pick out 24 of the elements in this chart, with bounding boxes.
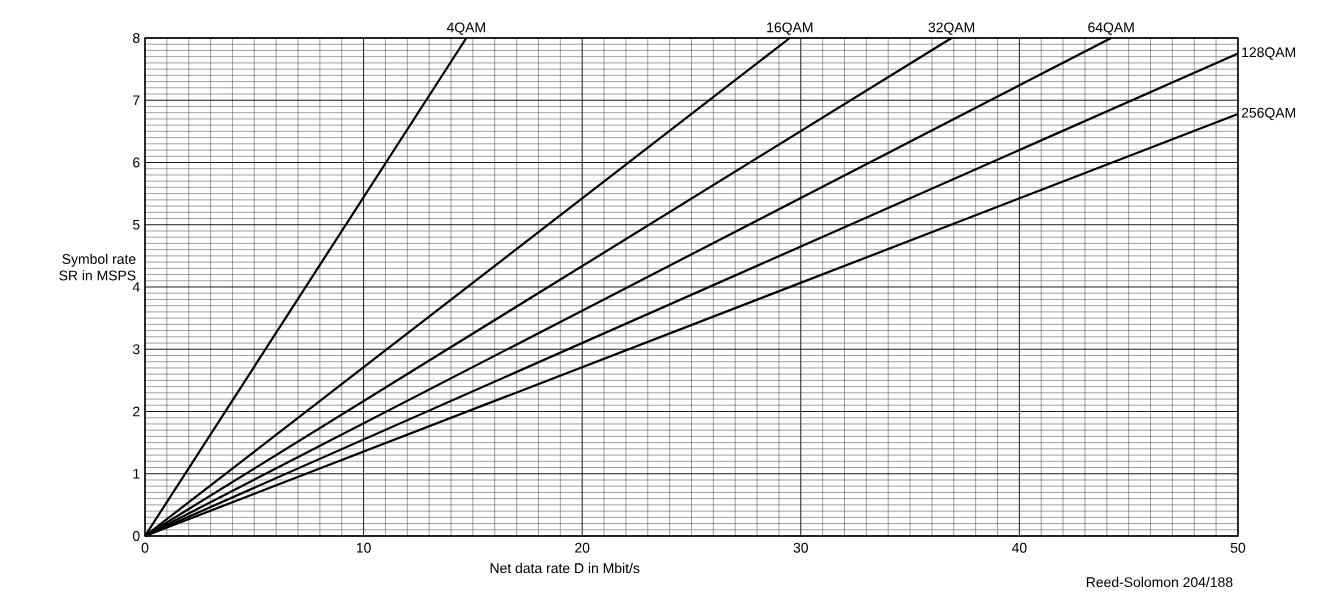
x-tick-label: 30 [793,542,808,553]
y-tick-label: 8 [133,33,140,43]
series-label: 256QAM [1241,107,1296,121]
x-tick-label: 20 [575,542,590,553]
y-axis-title: Symbol rate SR in MSPS [59,253,136,281]
y-tick-label: 4 [132,282,140,292]
y-tick-label: 5 [132,219,140,230]
y-tick-label: 3 [132,344,140,355]
series-label: 32QAM [928,22,975,35]
x-tick-label: 10 [356,542,371,553]
y-tick-label: 6 [133,157,140,168]
x-tick-label: 0 [141,542,149,553]
x-axis-title: Net data rate D in Mbit/s [490,562,640,574]
text: Reed-Solomon 204/188 [1086,576,1233,588]
series-label: 64QAM [1088,22,1134,35]
series-label: 128QAM [1242,47,1296,60]
y-tick-label: 0 [132,531,140,541]
x-tick-label: 40 [1011,542,1027,553]
y-tick-label: 7 [133,95,140,106]
y-tick-label: 2 [133,406,140,417]
series-label: 4QAM [446,22,485,35]
series-label: 16QAM [767,22,813,35]
y-tick-label: 1 [133,468,140,479]
x-tick-label: 50 [1230,542,1246,553]
